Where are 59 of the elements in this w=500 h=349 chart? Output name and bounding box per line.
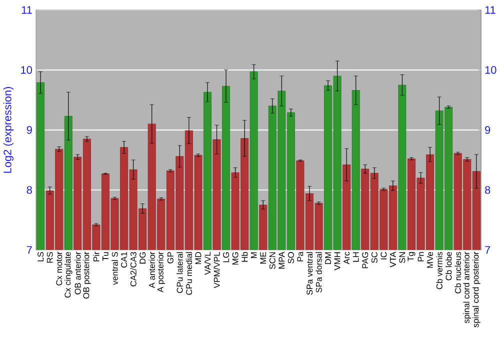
x-tick-label: LS <box>38 252 44 262</box>
x-tick-label: Cb vermis <box>436 252 442 290</box>
x-tick-label: M <box>250 252 257 258</box>
x-tick-label: PAG <box>362 252 368 268</box>
x-tick-label: A anterior <box>148 252 155 288</box>
x-tick-label: VMH <box>334 252 340 271</box>
x-tick-label: ME <box>260 252 266 264</box>
x-tick-label: VPM/VPL <box>214 252 220 288</box>
x-tick-label: Pir <box>93 252 100 262</box>
x-tick-label: RS <box>46 252 53 263</box>
y2-tick-label: 7 <box>485 246 490 254</box>
x-tick-label: IC <box>380 252 387 260</box>
x-tick-label: MG <box>232 252 238 265</box>
x-tick-label: SO <box>288 252 294 264</box>
x-tick-label: ventral S <box>112 252 118 286</box>
x-tick-label: Cb lobe <box>445 252 452 280</box>
x-tick-label: Cb nucleus <box>454 252 461 294</box>
y-tick-label: 10 <box>21 66 32 74</box>
x-tick-label: CPu lateral <box>176 252 183 294</box>
x-tick-label: Tu <box>102 252 108 262</box>
x-tick-label: MVe <box>427 252 433 268</box>
y-tick-label: 11 <box>22 6 32 14</box>
x-tick-label: MPA <box>278 252 285 269</box>
x-tick-label: SPa dorsal <box>316 252 322 293</box>
x-tick-label: Pa <box>297 252 304 262</box>
y2-tick-label: 11 <box>485 6 496 14</box>
y2-tick-label: 10 <box>485 66 496 74</box>
x-tick-label: Tg <box>408 252 416 262</box>
x-tick-label: LH <box>352 252 359 262</box>
x-tick-label: Cx motor <box>56 252 62 286</box>
x-tick-label: OB posterior <box>83 252 91 299</box>
x-tick-label: A posterior <box>157 252 166 293</box>
x-tick-label: spinal cord posterior <box>472 252 480 328</box>
x-tick-label: MD <box>195 252 202 264</box>
x-tick-label: DG <box>140 252 146 264</box>
x-tick-label: CA2/CA3 <box>130 252 136 287</box>
x-tick-label: Hb <box>241 252 248 262</box>
x-tick-label: CPu medial <box>186 252 192 296</box>
x-tick-label: Cx cingulate <box>64 252 72 298</box>
x-tick-label: spinal cord anterior <box>463 252 472 324</box>
y2-tick-label: 8 <box>485 186 490 194</box>
y-tick-label: 7 <box>26 246 32 254</box>
y-axis-title: Log2 (expression) <box>3 87 14 173</box>
x-tick-label: CA1 <box>121 252 128 268</box>
x-tick-label: SN <box>399 252 406 264</box>
x-tick-label: Pn <box>418 252 424 262</box>
x-tick-label: SCN <box>269 252 276 270</box>
y-tick-label: 8 <box>26 186 32 194</box>
y-tick-label: 9 <box>26 126 32 134</box>
x-tick-label: GP <box>167 252 174 264</box>
x-tick-label: SC <box>371 252 378 264</box>
x-tick-label: SPa ventral <box>306 252 313 296</box>
y2-tick-label: 9 <box>485 126 490 134</box>
x-tick-label: VA/VL <box>204 252 211 276</box>
x-tick-label: OB anterior <box>74 252 81 295</box>
x-tick-label: DM <box>325 252 331 264</box>
x-tick-label: LG <box>223 252 230 262</box>
x-tick-label: Arc <box>344 252 350 264</box>
x-tick-label: VTA <box>390 252 396 268</box>
